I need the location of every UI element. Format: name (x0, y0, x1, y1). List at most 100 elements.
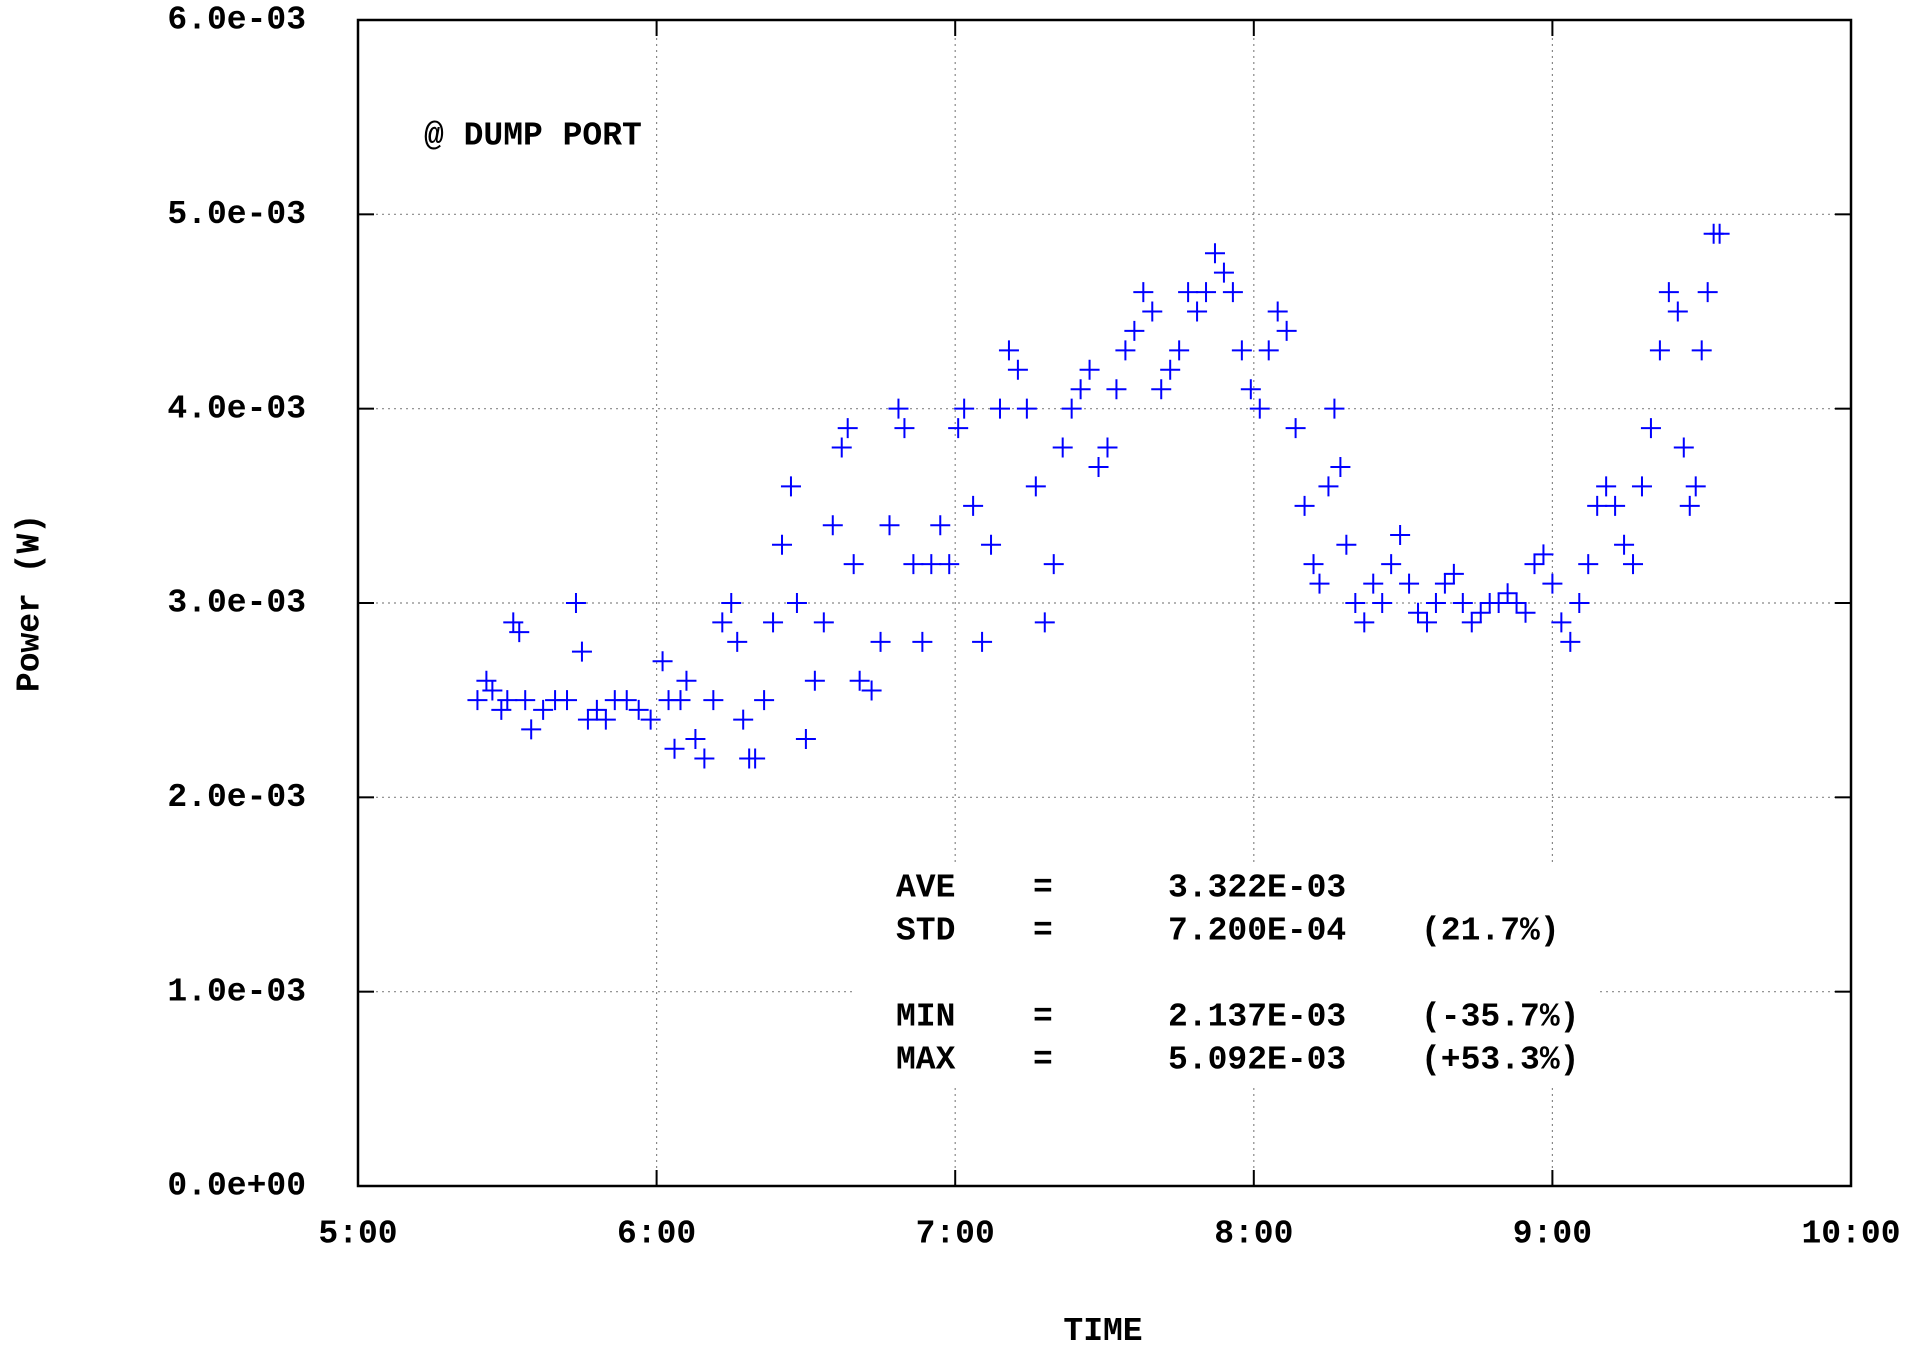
point (1294, 495, 1315, 516)
point (1070, 379, 1091, 400)
point (1667, 301, 1688, 322)
y-tick-label: 6.0e-03 (167, 2, 306, 39)
point (1381, 554, 1402, 575)
point (1506, 593, 1527, 613)
point (515, 690, 536, 711)
point (1640, 418, 1661, 439)
point (879, 515, 900, 536)
stat-sign: = (1033, 870, 1053, 907)
point (1587, 495, 1608, 516)
point (1318, 476, 1339, 497)
point (1596, 476, 1617, 497)
point (822, 515, 843, 536)
point (1605, 495, 1626, 516)
point (727, 631, 748, 652)
point (1213, 262, 1234, 283)
point (1560, 631, 1581, 652)
stat-value: 3.322E-03 (1168, 870, 1346, 907)
point (1115, 340, 1136, 361)
stat-value: 2.137E-03 (1168, 999, 1346, 1036)
point (1258, 340, 1279, 361)
stat-sign: = (1033, 999, 1053, 1036)
y-tick-label: 2.0e-03 (167, 779, 306, 816)
point (1097, 437, 1118, 458)
stat-sign: = (1033, 1042, 1053, 1079)
point (921, 554, 942, 575)
point (1709, 223, 1730, 244)
point (1285, 418, 1306, 439)
point (998, 340, 1019, 361)
point (1354, 612, 1375, 633)
point (837, 418, 858, 439)
point (1691, 340, 1712, 361)
point (981, 534, 1002, 555)
point (772, 534, 793, 555)
point (1025, 476, 1046, 497)
point (1043, 554, 1064, 575)
point (1052, 437, 1073, 458)
point (1434, 573, 1455, 594)
point (1196, 282, 1217, 303)
point (1569, 593, 1590, 613)
point (1061, 398, 1082, 419)
stat-percent: (+53.3%) (1421, 1042, 1579, 1079)
point (1372, 593, 1393, 613)
point (1124, 320, 1145, 341)
point (1425, 593, 1446, 613)
point (1151, 379, 1172, 400)
point (813, 612, 834, 633)
point (745, 748, 766, 769)
point (1524, 554, 1545, 575)
point (780, 476, 801, 497)
point (1443, 563, 1464, 584)
point (1649, 340, 1670, 361)
point (795, 729, 816, 750)
point (1416, 612, 1437, 633)
point (503, 612, 524, 633)
stat-percent: (-35.7%) (1421, 999, 1579, 1036)
point (1542, 573, 1563, 594)
point (664, 738, 685, 759)
point (1016, 398, 1037, 419)
point (482, 680, 503, 701)
y-tick-label: 1.0e-03 (167, 973, 306, 1010)
point (861, 680, 882, 701)
point (1461, 612, 1482, 633)
point (1408, 602, 1429, 623)
point (1623, 554, 1644, 575)
point (1399, 573, 1420, 594)
point (640, 709, 661, 730)
point (849, 670, 870, 691)
point (1488, 593, 1509, 613)
point (1088, 456, 1109, 477)
point (1515, 602, 1536, 623)
plot-frame (356, 18, 1853, 1188)
point (1133, 282, 1154, 303)
point (954, 398, 975, 419)
point (1240, 379, 1261, 400)
point (533, 699, 554, 720)
point (467, 690, 488, 711)
point (1679, 495, 1700, 516)
point (1303, 554, 1324, 575)
y-tick-label: 3.0e-03 (167, 585, 306, 622)
point (1345, 593, 1366, 613)
point (628, 699, 649, 720)
x-tick-label: 5:00 (318, 1216, 397, 1253)
point (894, 418, 915, 439)
point (616, 690, 637, 711)
point (565, 593, 586, 613)
point (595, 709, 616, 730)
point (1187, 301, 1208, 322)
point (888, 398, 909, 419)
point (804, 670, 825, 691)
x-tick-label: 10:00 (1801, 1216, 1900, 1253)
x-tick-label: 7:00 (916, 1216, 995, 1253)
y-axis-label: Power (W) (12, 514, 49, 692)
point (521, 719, 542, 740)
annotation: @ DUMP PORT (424, 118, 642, 155)
stat-name: MAX (896, 1042, 956, 1079)
x-axis-label: TIME (1063, 1313, 1142, 1346)
point (1222, 282, 1243, 303)
point (1390, 524, 1411, 545)
